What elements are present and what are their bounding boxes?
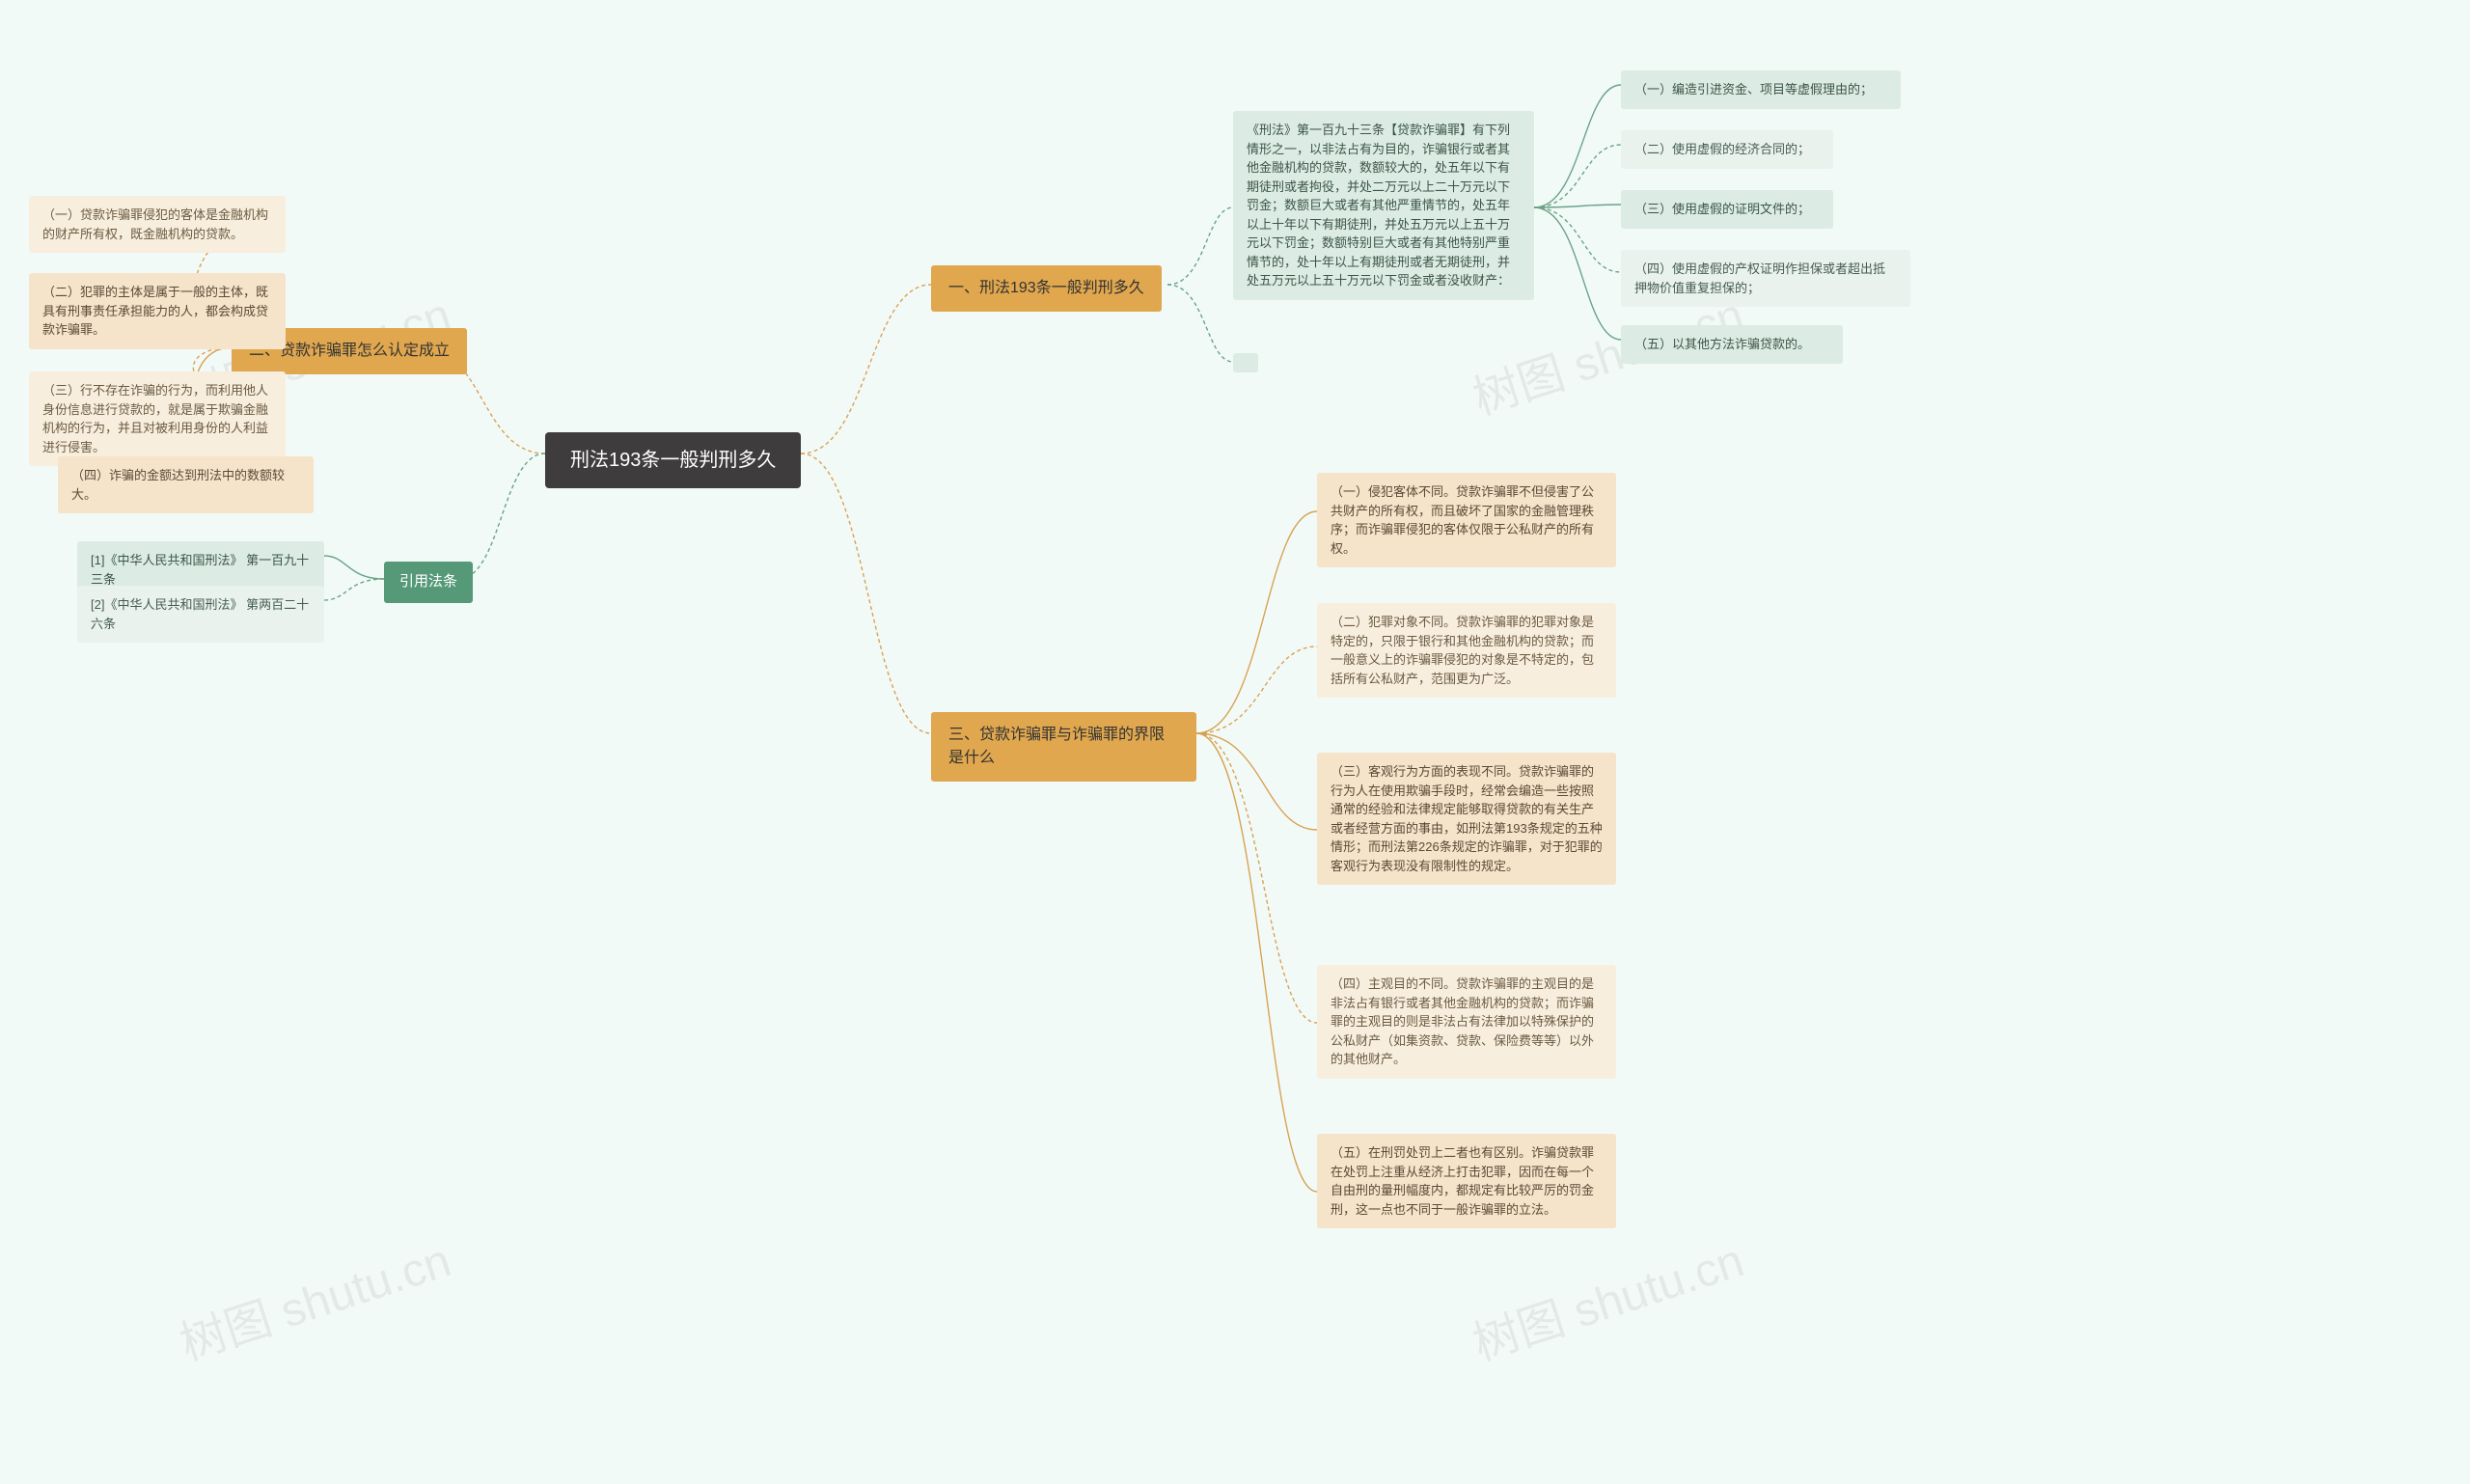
branch-refs: 引用法条	[384, 562, 473, 603]
watermark: 树图 shutu.cn	[1463, 1223, 1750, 1373]
branch-two-item-2: （二）犯罪的主体是属于一般的主体，既具有刑事责任承担能力的人，都会构成贷款诈骗罪…	[29, 273, 286, 349]
branch-three: 三、贷款诈骗罪与诈骗罪的界限是什么	[931, 712, 1196, 782]
branch-three-item-1: （一）侵犯客体不同。贷款诈骗罪不但侵害了公共财产的所有权，而且破坏了国家的金融管…	[1317, 473, 1616, 567]
branch-two-item-3: （三）行不存在诈骗的行为，而利用他人身份信息进行贷款的，就是属于欺骗金融机构的行…	[29, 371, 286, 466]
branch-one-item-4: （四）使用虚假的产权证明作担保或者超出抵押物价值重复担保的；	[1621, 250, 1910, 307]
branch-one-item-3: （三）使用虚假的证明文件的；	[1621, 190, 1833, 229]
refs-item-2: [2]《中华人民共和国刑法》 第两百二十六条	[77, 586, 324, 643]
branch-two-item-1: （一）贷款诈骗罪侵犯的客体是金融机构的财产所有权，既金融机构的贷款。	[29, 196, 286, 253]
root-node: 刑法193条一般判刑多久	[545, 432, 801, 488]
branch-two-item-4: （四）诈骗的金额达到刑法中的数额较大。	[58, 456, 314, 513]
branch-three-item-4: （四）主观目的不同。贷款诈骗罪的主观目的是非法占有银行或者其他金融机构的贷款；而…	[1317, 965, 1616, 1079]
branch-one-empty	[1233, 353, 1258, 372]
watermark: 树图 shutu.cn	[170, 1223, 457, 1373]
branch-three-item-2: （二）犯罪对象不同。贷款诈骗罪的犯罪对象是特定的，只限于银行和其他金融机构的贷款…	[1317, 603, 1616, 698]
branch-one-item-5: （五）以其他方法诈骗贷款的。	[1621, 325, 1843, 364]
branch-three-item-5: （五）在刑罚处罚上二者也有区别。诈骗贷款罪在处罚上注重从经济上打击犯罪，因而在每…	[1317, 1134, 1616, 1228]
branch-one: 一、刑法193条一般判刑多久	[931, 265, 1162, 312]
branch-one-desc: 《刑法》第一百九十三条【贷款诈骗罪】有下列情形之一，以非法占有为目的，诈骗银行或…	[1233, 111, 1534, 300]
branch-one-item-2: （二）使用虚假的经济合同的；	[1621, 130, 1833, 169]
branch-three-item-3: （三）客观行为方面的表现不同。贷款诈骗罪的行为人在使用欺骗手段时，经常会编造一些…	[1317, 753, 1616, 885]
branch-one-item-1: （一）编造引进资金、项目等虚假理由的；	[1621, 70, 1901, 109]
